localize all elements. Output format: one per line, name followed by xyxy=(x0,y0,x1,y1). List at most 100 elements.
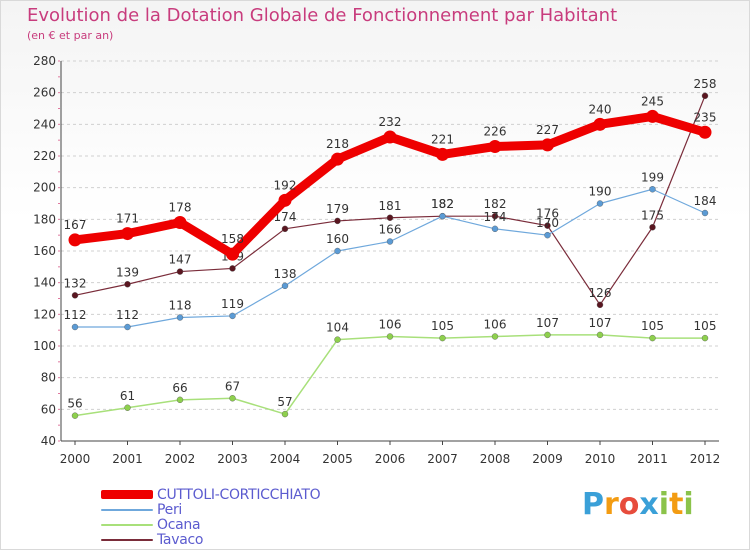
data-point xyxy=(334,336,341,343)
x-tick-label: 2004 xyxy=(270,452,301,466)
logo-letter: x xyxy=(639,487,659,522)
y-tick-label: 60 xyxy=(41,402,56,416)
data-label: 147 xyxy=(169,253,192,267)
data-point xyxy=(386,333,394,340)
y-tick-label: 200 xyxy=(33,181,56,195)
data-point xyxy=(649,224,656,231)
data-point xyxy=(649,334,656,342)
data-label: 118 xyxy=(169,299,192,313)
data-label: 170 xyxy=(536,216,559,230)
data-point xyxy=(226,247,239,261)
logo-letter: o xyxy=(618,487,640,522)
data-point xyxy=(386,238,394,245)
data-point xyxy=(278,193,292,207)
legend-item: CUTTOLI-CORTICCHIATO xyxy=(101,487,321,503)
series-line-ocana xyxy=(74,334,706,417)
data-point xyxy=(229,312,236,320)
x-tick-label: 2010 xyxy=(585,452,616,466)
legend-label: Ocana xyxy=(157,516,201,533)
data-label: 192 xyxy=(274,178,297,192)
data-label: 258 xyxy=(694,77,717,91)
data-label: 182 xyxy=(431,197,454,211)
logo-letter: r xyxy=(604,487,619,522)
logo-letter: i xyxy=(683,487,694,522)
data-point xyxy=(596,331,604,339)
data-point xyxy=(701,209,709,217)
data-point xyxy=(698,125,712,139)
chart-legend: CUTTOLI-CORTICCHIATO Peri Ocana Tavaco xyxy=(101,487,321,548)
data-point xyxy=(124,404,131,411)
data-label: 240 xyxy=(589,102,612,116)
data-label: 227 xyxy=(536,123,559,137)
data-point xyxy=(488,140,502,153)
x-tick-label: 2002 xyxy=(165,452,196,466)
x-tick-label: 2009 xyxy=(532,452,563,466)
y-tick-label: 220 xyxy=(33,149,56,163)
data-point xyxy=(544,231,551,239)
data-label: 232 xyxy=(379,115,402,129)
data-point xyxy=(386,214,394,221)
data-label: 175 xyxy=(641,208,664,222)
data-label: 107 xyxy=(589,316,612,330)
data-label: 190 xyxy=(589,185,612,199)
y-tick-label: 140 xyxy=(33,276,56,290)
data-label: 66 xyxy=(172,381,187,395)
data-label: 166 xyxy=(379,223,402,237)
x-tick-label: 2001 xyxy=(112,452,143,466)
data-label: 221 xyxy=(431,132,454,146)
data-point xyxy=(281,282,289,290)
data-label: 107 xyxy=(536,316,559,330)
data-label: 106 xyxy=(484,318,507,332)
data-point xyxy=(544,331,551,339)
data-label: 174 xyxy=(484,210,507,224)
data-point xyxy=(176,268,184,275)
y-tick-label: 40 xyxy=(41,434,56,448)
data-label: 199 xyxy=(641,170,664,184)
data-point xyxy=(281,410,289,418)
y-tick-label: 260 xyxy=(33,86,56,100)
data-point xyxy=(491,333,499,340)
data-point xyxy=(68,233,82,247)
data-label: 245 xyxy=(641,94,664,108)
legend-item: Ocana xyxy=(101,516,320,533)
data-point xyxy=(649,186,656,193)
y-tick-label: 180 xyxy=(33,212,56,226)
data-point xyxy=(71,323,79,331)
data-point xyxy=(176,314,184,321)
data-label: 167 xyxy=(64,218,87,232)
data-point xyxy=(541,138,554,152)
data-point xyxy=(491,225,499,233)
data-point xyxy=(701,334,709,342)
data-label: 226 xyxy=(484,125,507,139)
data-point xyxy=(436,147,449,161)
data-label: 181 xyxy=(379,199,402,213)
y-tick-label: 80 xyxy=(41,371,56,385)
data-point xyxy=(229,395,236,402)
y-tick-label: 160 xyxy=(33,244,56,258)
data-point xyxy=(646,109,659,123)
data-point xyxy=(124,281,131,288)
data-point xyxy=(491,212,499,220)
legend-item: Tavaco xyxy=(101,531,320,548)
data-label: 138 xyxy=(274,267,297,281)
data-label: 104 xyxy=(326,321,349,335)
x-tick-label: 2000 xyxy=(60,452,91,466)
logo-letter: P xyxy=(582,487,604,522)
legend-label: Tavaco xyxy=(157,531,204,548)
data-label: 67 xyxy=(225,379,240,393)
data-point xyxy=(176,396,184,404)
x-tick-label: 2007 xyxy=(427,452,458,466)
data-label: 176 xyxy=(536,207,559,221)
data-label: 235 xyxy=(694,110,717,124)
data-point xyxy=(439,212,446,220)
data-point xyxy=(701,92,709,100)
chart-title: Evolution de la Dotation Globale de Fonc… xyxy=(27,5,618,26)
data-point xyxy=(121,227,134,241)
data-label: 218 xyxy=(326,137,349,151)
x-tick-label: 2008 xyxy=(480,452,511,466)
data-label: 182 xyxy=(484,197,507,211)
data-point xyxy=(383,130,397,144)
data-point xyxy=(334,217,341,225)
